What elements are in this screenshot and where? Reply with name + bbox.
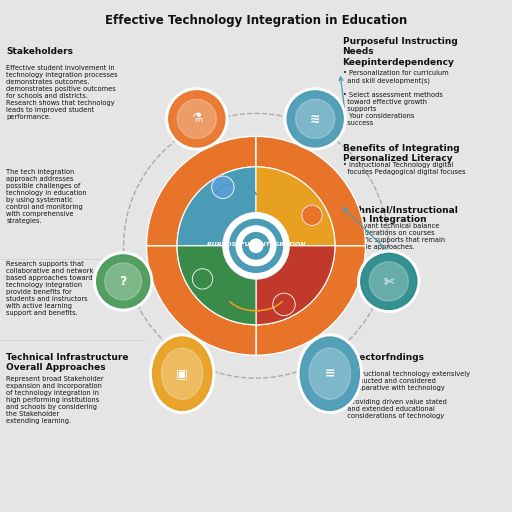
Wedge shape xyxy=(256,167,335,246)
Ellipse shape xyxy=(97,255,150,308)
Ellipse shape xyxy=(297,334,362,413)
Text: • Relevant technical balance
  considerations on courses
  specific supports tha: • Relevant technical balance considerati… xyxy=(343,223,445,250)
Text: ≋: ≋ xyxy=(310,113,321,125)
Ellipse shape xyxy=(177,99,217,139)
Circle shape xyxy=(302,205,322,225)
Ellipse shape xyxy=(284,88,346,150)
Circle shape xyxy=(229,219,283,272)
Text: Purposeful Instructing
Needs
Keepinterdependency: Purposeful Instructing Needs Keepinterde… xyxy=(343,37,457,67)
Text: ▣: ▣ xyxy=(176,367,188,380)
Text: ?: ? xyxy=(119,275,127,288)
Text: Benefits of Integrating
Personalized Literacy: Benefits of Integrating Personalized Lit… xyxy=(343,144,459,163)
Text: The tech integration
approach addresses
possible challenges of
technology in edu: The tech integration approach addresses … xyxy=(7,169,87,224)
Text: ⚗: ⚗ xyxy=(191,113,202,125)
Text: ✄: ✄ xyxy=(383,275,394,288)
Text: Technical Infrastructure
Overall Approaches: Technical Infrastructure Overall Approac… xyxy=(7,353,129,372)
Text: Effective student involvement in
technology integration processes
demonstrates o: Effective student involvement in technol… xyxy=(7,65,118,120)
Circle shape xyxy=(243,232,269,259)
Wedge shape xyxy=(177,167,256,246)
Wedge shape xyxy=(146,136,256,246)
Circle shape xyxy=(223,212,289,279)
Wedge shape xyxy=(177,246,256,325)
Circle shape xyxy=(273,293,295,315)
Text: Technical/Instructional
Tech Integration: Technical/Instructional Tech Integration xyxy=(343,205,458,224)
Ellipse shape xyxy=(153,337,211,411)
Text: PURPOSEFUL  INTEGRATION: PURPOSEFUL INTEGRATION xyxy=(207,242,305,247)
Ellipse shape xyxy=(369,262,409,301)
Ellipse shape xyxy=(166,88,228,150)
Ellipse shape xyxy=(94,252,153,311)
Wedge shape xyxy=(256,136,366,246)
Text: Effective Technology Integration in Education: Effective Technology Integration in Educ… xyxy=(105,14,407,27)
Ellipse shape xyxy=(161,348,203,399)
Wedge shape xyxy=(256,246,366,355)
Ellipse shape xyxy=(150,334,215,413)
Circle shape xyxy=(249,239,263,252)
Ellipse shape xyxy=(309,348,351,399)
Ellipse shape xyxy=(169,91,225,147)
Ellipse shape xyxy=(287,91,343,147)
Text: • Instructional Technology digital
  focuses Pedagogical digital focuses: • Instructional Technology digital focus… xyxy=(343,162,465,175)
Ellipse shape xyxy=(295,99,335,139)
Text: Represent broad Stakeholder
expansion and incorporation
of technology integratio: Represent broad Stakeholder expansion an… xyxy=(7,376,104,423)
Text: Stakeholders: Stakeholders xyxy=(7,47,74,56)
Text: • Personalization for curriculum
  and skill development(s)

• Select assessment: • Personalization for curriculum and ski… xyxy=(343,70,448,125)
Ellipse shape xyxy=(358,250,420,312)
Circle shape xyxy=(211,176,234,199)
Ellipse shape xyxy=(301,337,359,411)
Circle shape xyxy=(236,226,276,266)
Ellipse shape xyxy=(104,263,142,300)
Text: Research supports that
collaborative and network
based approaches toward
technol: Research supports that collaborative and… xyxy=(7,261,94,316)
Text: • Instructional technology extensively
  conducted and considered
  comparative : • Instructional technology extensively c… xyxy=(343,371,470,419)
Circle shape xyxy=(193,269,212,289)
Wedge shape xyxy=(256,246,335,325)
Text: ≡: ≡ xyxy=(325,367,335,380)
Text: Threctorfndings: Threctorfndings xyxy=(343,353,424,362)
Wedge shape xyxy=(146,246,256,355)
Ellipse shape xyxy=(361,253,417,309)
